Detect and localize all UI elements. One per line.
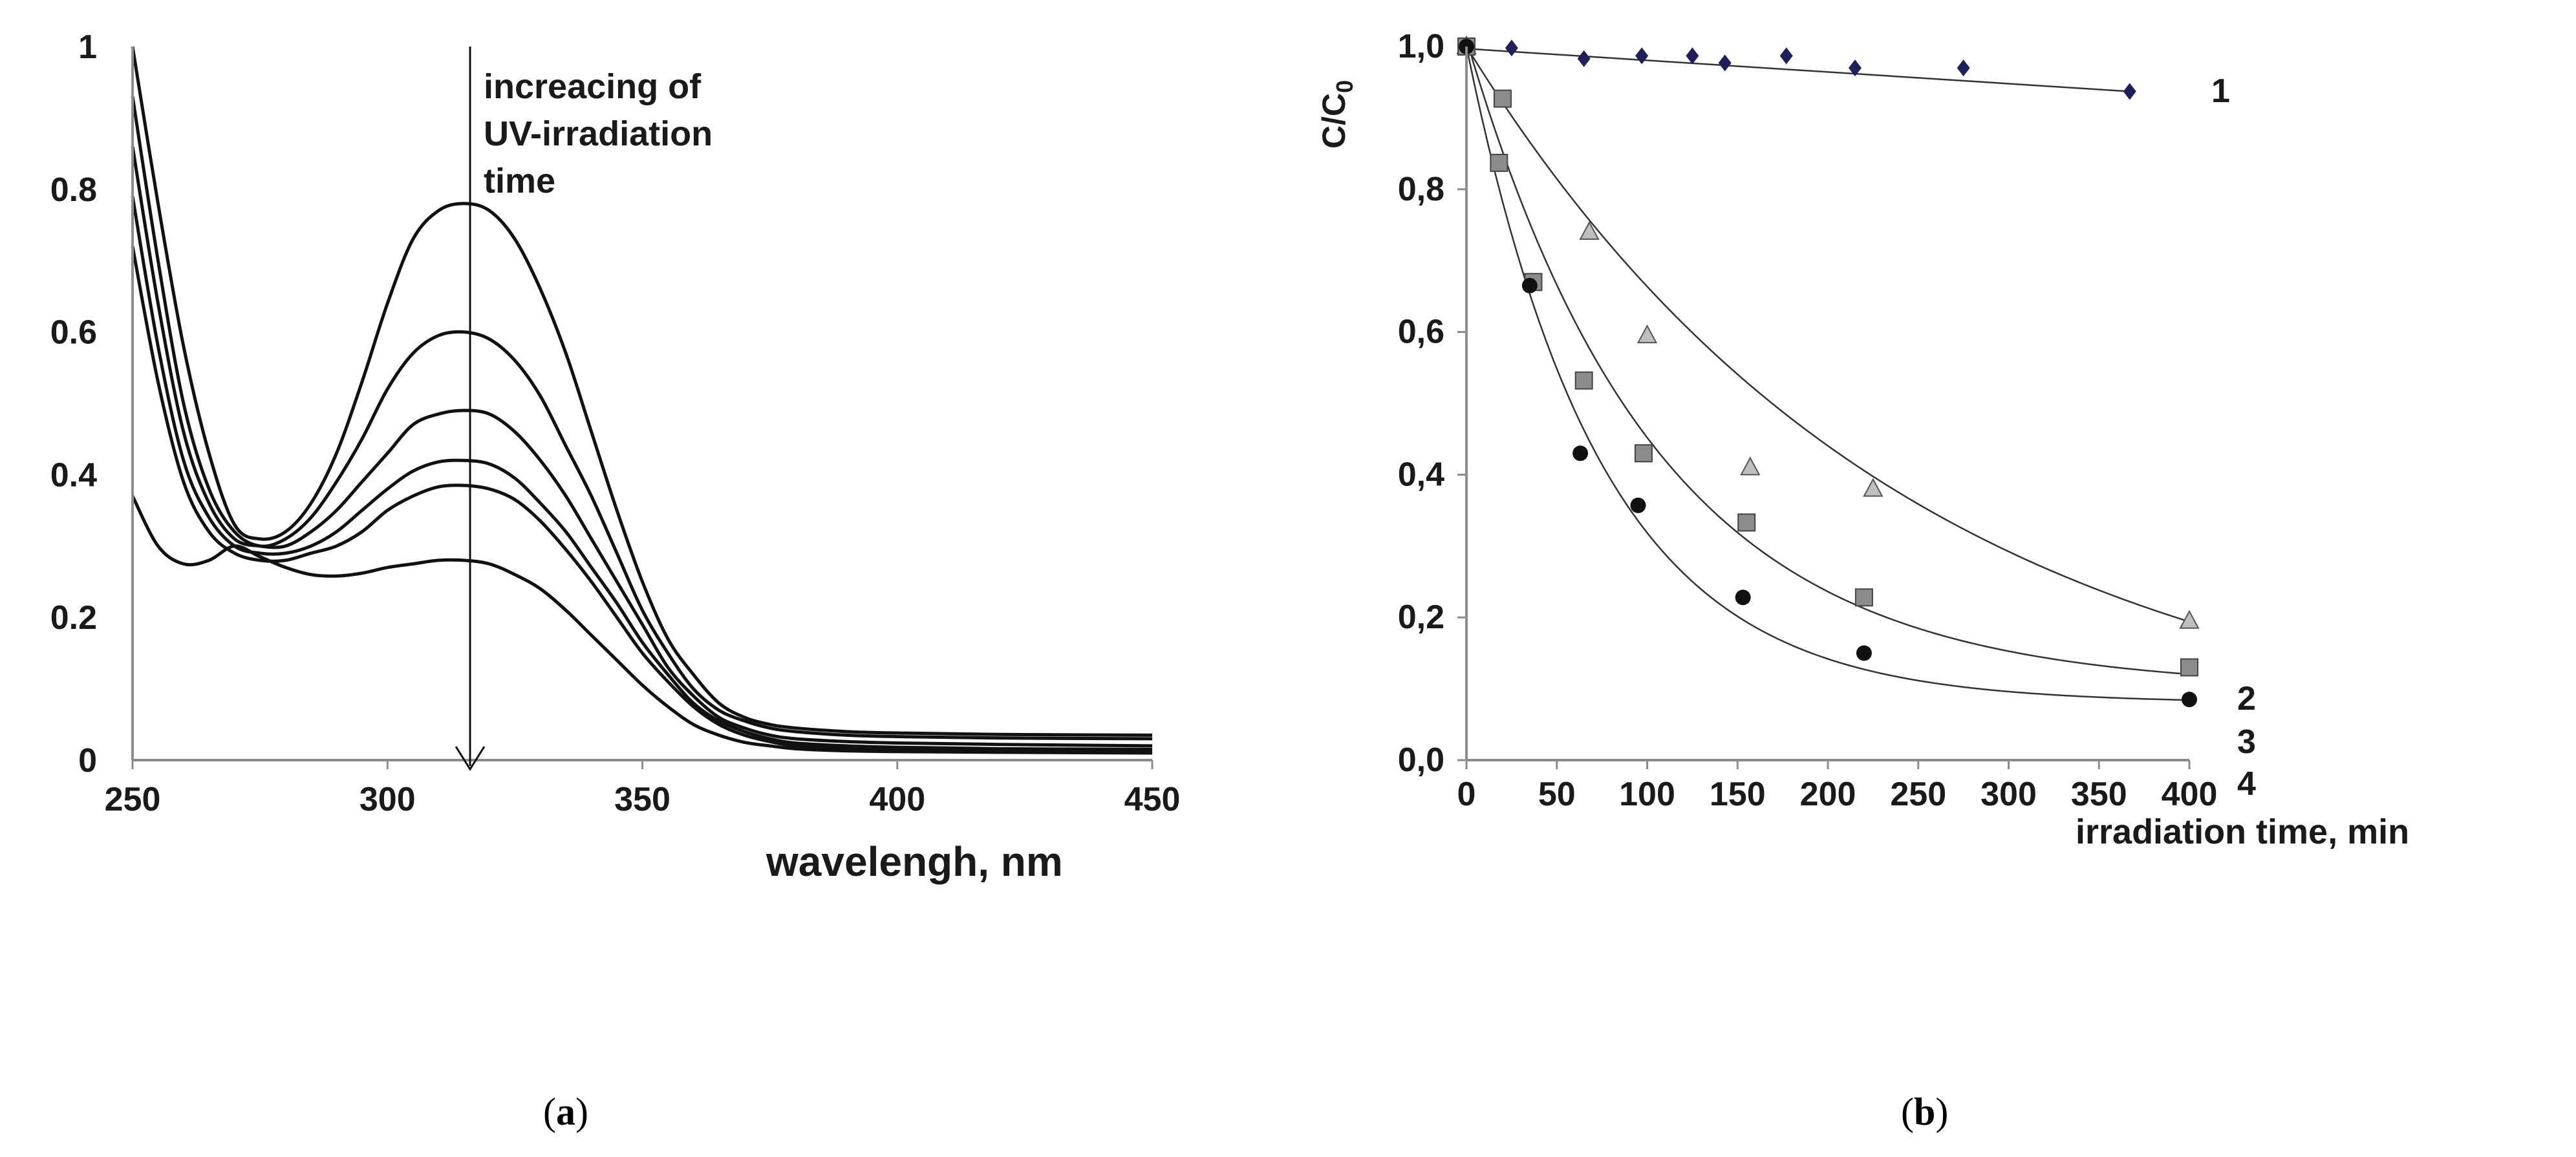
series-1-point	[1779, 47, 1793, 65]
panel-b-y-ticks: 0,0 0,2 0,4 0,6 0,8 1,0	[1398, 28, 1466, 779]
series-4-point	[1735, 589, 1751, 606]
panel-b-chart: 0,0 0,2 0,4 0,6 0,8 1,0 0 50 100 150 200 250 300 350…	[1316, 28, 2409, 851]
panel-b-y-tick-label: 0,2	[1398, 599, 1444, 636]
caption-a: (a)	[543, 1090, 588, 1133]
series-1-point	[1635, 47, 1649, 65]
caption-b: (b)	[1901, 1090, 1948, 1133]
series-1-point	[1848, 59, 1862, 77]
uv-arrow	[455, 47, 486, 771]
panel-a-spectrum-line	[131, 146, 1153, 748]
series-4-point	[1630, 497, 1646, 513]
panel-b-y-tick-label: 0,6	[1398, 313, 1444, 351]
panel-b-y-tick-label: 0,8	[1398, 171, 1444, 208]
panel-b-y-tick-label: 1,0	[1398, 28, 1444, 65]
panel-a-x-tick-label: 450	[1124, 781, 1181, 818]
panel-b-x-tick-label: 150	[1710, 776, 1766, 813]
series-label-1: 1	[2211, 72, 2230, 110]
panel-a-spectrum-line	[131, 46, 1153, 737]
annotation-line-2: UV-irradiation	[484, 114, 713, 153]
caption-b-letter: b	[1914, 1090, 1935, 1133]
panel-a-x-tick-label: 250	[105, 781, 161, 818]
series-3-point	[1574, 371, 1593, 390]
panel-a-x-axis-title: wavelengh, nm	[766, 838, 1063, 885]
panel-b-fit-curve	[1465, 46, 2190, 623]
series-1-point	[1577, 50, 1591, 67]
series-1-point	[1957, 59, 1970, 77]
series-4-point	[1521, 277, 1538, 293]
panel-a-y-tick-label: 0.6	[50, 314, 97, 352]
series-4-point	[2182, 692, 2197, 708]
panel-a-x-tick-label: 300	[360, 781, 416, 818]
series-2-point	[1637, 324, 1658, 344]
panel-b-x-tick-label: 400	[2162, 776, 2218, 813]
series-3-point	[2180, 658, 2198, 677]
panel-b-x-tick-label: 50	[1538, 776, 1576, 813]
panel-b-x-tick-label: 250	[1890, 776, 1946, 813]
series-4-point	[1856, 645, 1872, 661]
panel-b-series-labels: 1 2 3 4	[2211, 72, 2256, 803]
panel-b-x-ticks: 0 50 100 150 200 250 300 350 400	[1457, 760, 2218, 813]
series-2-point	[1740, 456, 1761, 476]
series-4-point	[1572, 445, 1589, 462]
panel-b-y-tick-label: 0,4	[1398, 456, 1444, 493]
panel-b-points	[1456, 35, 2200, 708]
panel-a-x-ticks: 250 300 350 400 450	[105, 760, 1181, 818]
panel-b-fit-curve	[1465, 46, 2190, 701]
panel-a-spectrum-line	[131, 96, 1153, 741]
annotation-line-1: increacing of	[484, 67, 702, 106]
panel-a-y-tick-label: 0.4	[50, 456, 97, 494]
panel-b-x-tick-label: 350	[2071, 776, 2127, 813]
series-2-point	[1579, 220, 1600, 240]
series-3-point	[1854, 588, 1873, 607]
panel-a-y-ticks: 0 0.2 0.4 0.6 0.8 1	[50, 28, 97, 780]
series-2-point	[1863, 478, 1884, 497]
series-1-point	[2123, 83, 2136, 100]
series-3-point	[1490, 153, 1508, 172]
panel-b-fit-curve	[1465, 39, 2190, 675]
panel-a-x-tick-label: 400	[869, 781, 925, 818]
panel-b-x-axis-title: irradiation time, min	[2076, 812, 2409, 851]
caption-a-letter: a	[556, 1090, 575, 1133]
panel-b-x-tick-label: 100	[1619, 776, 1675, 813]
series-1-point	[1718, 54, 1732, 72]
panel-b-y-axis-title: C/C0	[1316, 80, 1358, 149]
series-3-point	[1493, 89, 1512, 108]
panel-a-series	[131, 46, 1153, 755]
panel-a-spectrum-line	[131, 196, 1153, 751]
panel-b-fit-line	[1466, 48, 2130, 92]
series-label-2: 2	[2237, 680, 2256, 717]
panel-b-x-tick-label: 0	[1457, 776, 1476, 813]
series-label-4: 4	[2237, 765, 2256, 803]
panel-a-spectrum-line	[131, 495, 1153, 755]
panel-a-chart: 0 0.2 0.4 0.6 0.8 1 250 300 350 400 450 increacin…	[50, 28, 1181, 885]
panel-b-x-tick-label: 200	[1800, 776, 1856, 813]
panel-b-fit-lines	[1465, 39, 2190, 701]
series-2-point	[2179, 610, 2200, 629]
series-1-point	[1505, 39, 1518, 57]
panel-a-y-tick-label: 0.8	[50, 171, 97, 209]
panel-a-y-tick-label: 0.2	[50, 599, 97, 637]
panel-a-x-tick-label: 350	[614, 781, 671, 818]
panel-a-spectrum-line	[131, 246, 1153, 754]
series-label-3: 3	[2237, 723, 2256, 761]
panel-b-x-tick-label: 300	[1980, 776, 2037, 813]
annotation-line-3: time	[484, 162, 555, 200]
panel-a-y-tick-label: 1	[78, 28, 97, 66]
series-3-point	[1634, 444, 1653, 463]
panel-a-y-tick-label: 0	[78, 742, 97, 780]
series-1-point	[1686, 47, 1699, 65]
panel-b-y-tick-label: 0,0	[1398, 741, 1444, 779]
series-3-point	[1737, 513, 1756, 532]
